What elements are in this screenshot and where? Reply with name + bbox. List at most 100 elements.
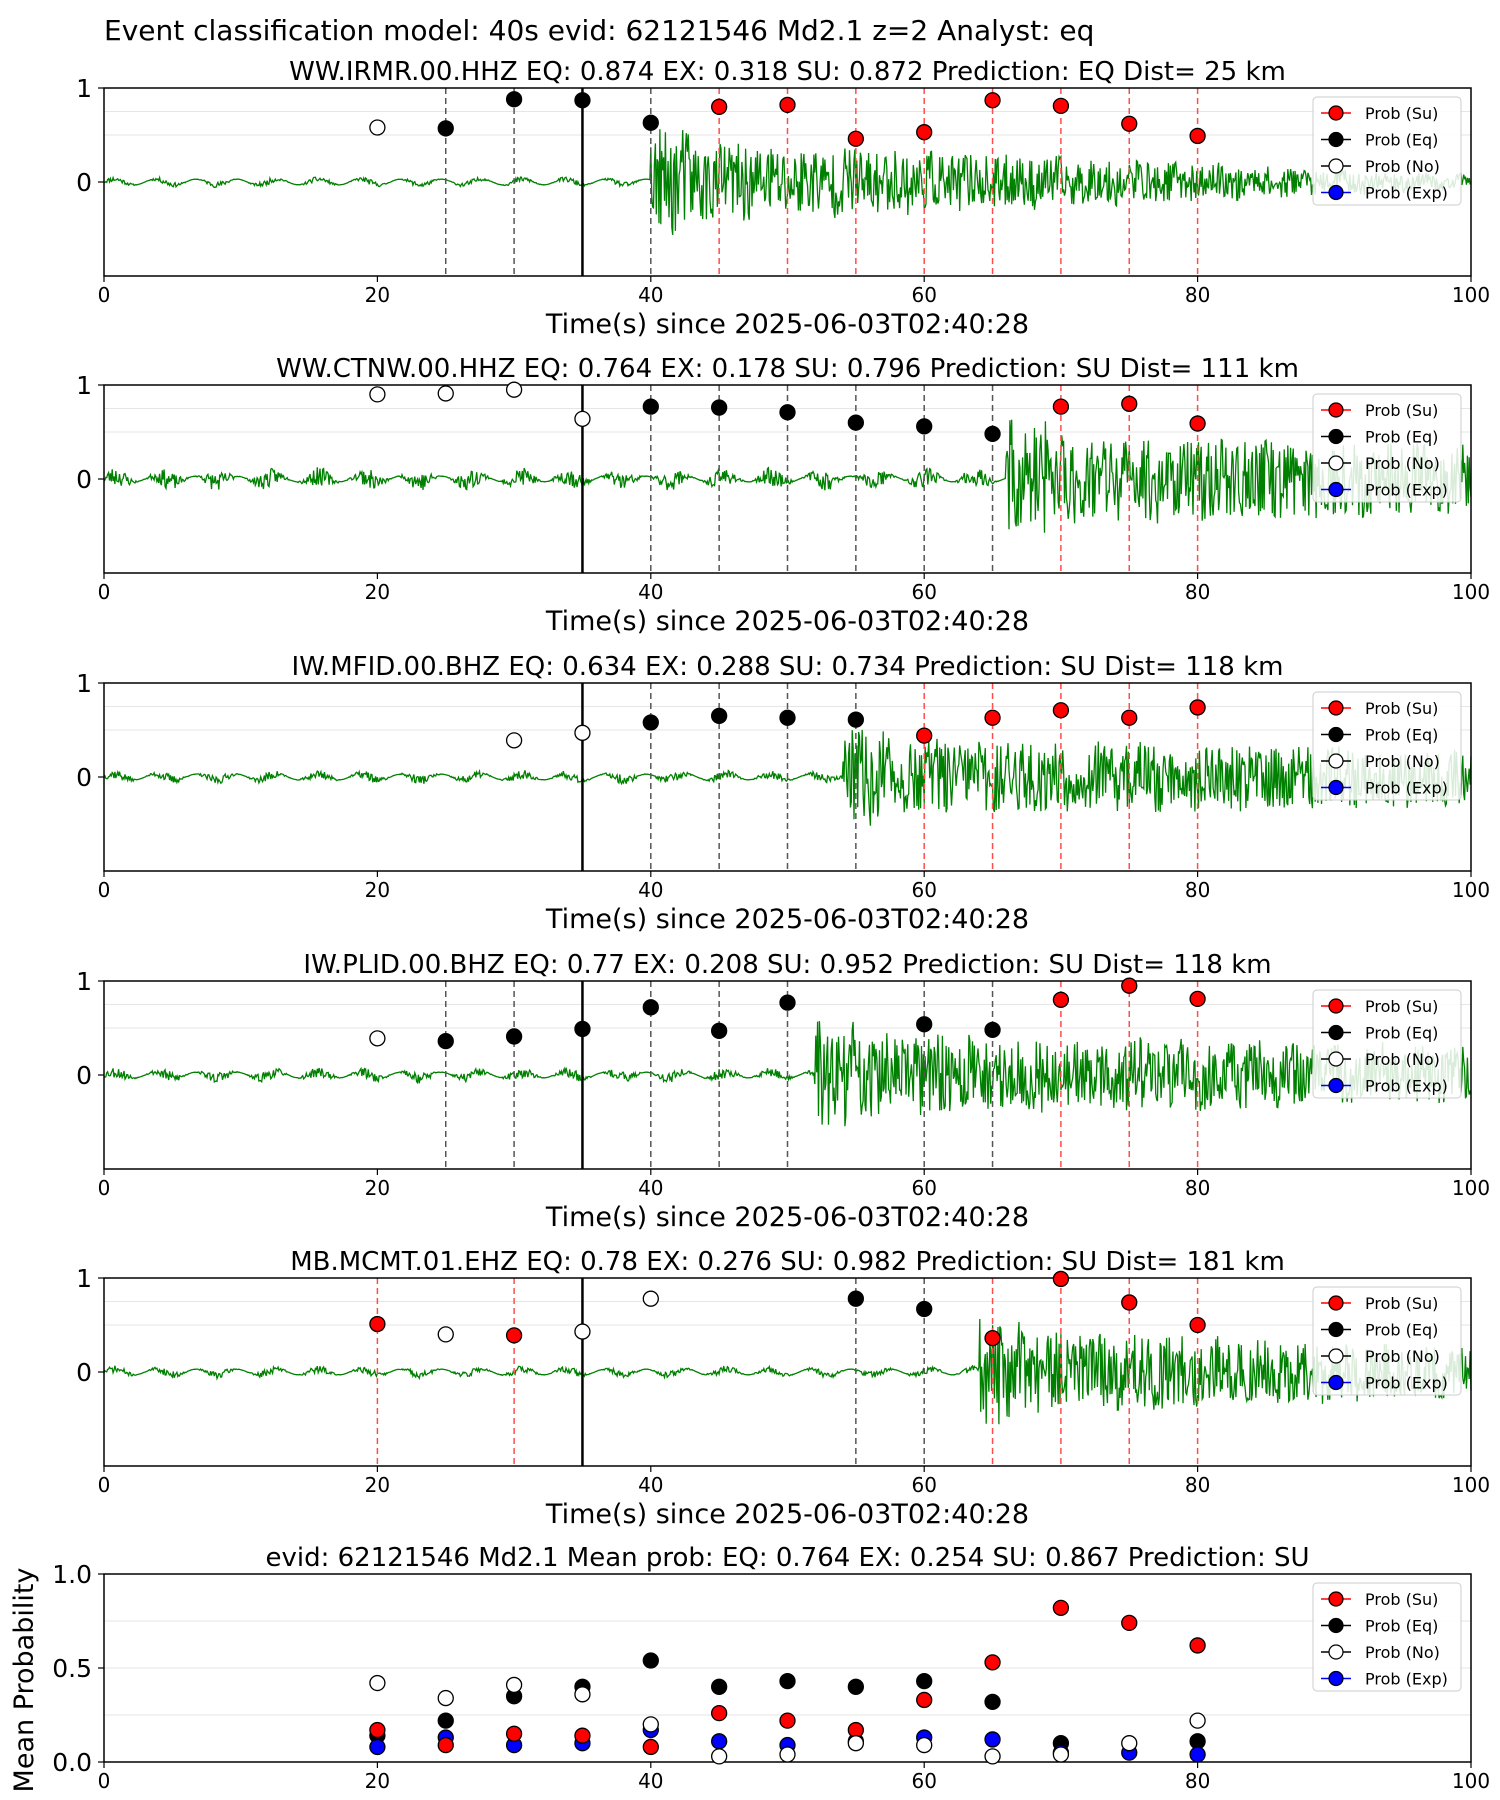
series-prob-no- <box>369 1674 1206 1765</box>
x-tick-label: 40 <box>638 878 663 902</box>
series-prob-no- <box>505 724 591 749</box>
prob-marker <box>642 114 659 131</box>
legend-label: Prob (No) <box>1365 1050 1440 1069</box>
prob-marker <box>984 425 1001 443</box>
legend-marker <box>1328 1321 1344 1338</box>
x-tick-label: 20 <box>365 1473 390 1497</box>
x-tick-label: 0 <box>98 580 111 604</box>
legend-label: Prob (Eq) <box>1365 131 1438 150</box>
prob-marker <box>369 1030 386 1047</box>
y-tick-label: 0 <box>76 763 92 792</box>
prob-marker <box>437 1689 454 1707</box>
y-tick-label: 1 <box>76 74 92 103</box>
chart-panel-4: IW.PLID.00.BHZ EQ: 0.77 EX: 0.208 SU: 0.… <box>76 950 1490 1233</box>
waveform-trace <box>103 1318 1472 1425</box>
y-tick-label: 0 <box>76 1358 92 1387</box>
y-tick-label: 1 <box>76 371 92 400</box>
legend-marker <box>1328 481 1344 498</box>
prob-marker <box>916 1736 933 1754</box>
panel-title: evid: 62121546 Md2.1 Mean prob: EQ: 0.76… <box>266 1543 1310 1573</box>
prob-marker <box>1189 1637 1206 1654</box>
legend: Prob (Su) Prob (Eq) Prob (No) Prob (Exp) <box>1312 1582 1462 1692</box>
x-tick-label: 20 <box>365 1176 390 1200</box>
legend-label: Prob (No) <box>1365 1347 1440 1366</box>
series-prob-su- <box>369 1270 1206 1347</box>
prob-marker <box>779 96 796 114</box>
prob-marker <box>369 1721 386 1739</box>
prob-marker <box>847 1735 864 1752</box>
prob-marker <box>642 714 659 731</box>
y-tick-label: 0.5 <box>52 1654 92 1683</box>
legend-marker <box>1328 700 1344 716</box>
y-tick-label: 0 <box>76 168 92 197</box>
prob-marker <box>505 732 523 749</box>
y-tick-label: 0 <box>76 465 92 494</box>
prob-marker <box>711 399 728 416</box>
legend-marker <box>1328 1644 1344 1660</box>
x-tick-label: 0 <box>98 1769 111 1793</box>
prob-marker <box>984 1021 1001 1039</box>
y-axis-label: Mean Probability <box>9 1568 40 1793</box>
x-axis-label: Time(s) since 2025-06-03T02:40:28 <box>545 309 1029 340</box>
prob-marker <box>779 1746 796 1763</box>
panel-title: WW.CTNW.00.HHZ EQ: 0.764 EX: 0.178 SU: 0… <box>276 354 1299 384</box>
x-tick-label: 40 <box>638 1176 663 1200</box>
chart-panel-5: MB.MCMT.01.EHZ EQ: 0.78 EX: 0.276 SU: 0.… <box>76 1247 1490 1530</box>
x-tick-label: 80 <box>1185 878 1210 902</box>
prob-marker <box>711 1748 728 1765</box>
x-tick-label: 100 <box>1452 1769 1490 1793</box>
legend: Prob (Su) Prob (Eq) Prob (No) Prob (Exp) <box>1312 989 1462 1099</box>
legend-box <box>1312 393 1462 503</box>
x-tick-label: 60 <box>911 283 936 307</box>
legend-label: Prob (Su) <box>1365 699 1438 718</box>
prob-marker <box>574 1020 591 1038</box>
legend-marker <box>1328 1024 1344 1041</box>
legend: Prob (Su) Prob (Eq) Prob (No) Prob (Exp) <box>1312 393 1462 503</box>
prob-marker <box>642 999 659 1016</box>
prob-marker <box>711 1704 728 1722</box>
prob-marker <box>1189 1746 1206 1763</box>
legend-label: Prob (Eq) <box>1365 1321 1438 1340</box>
legend-marker <box>1328 158 1344 174</box>
waveform-trace <box>103 729 1472 826</box>
series-prob-su- <box>1052 977 1206 1008</box>
prob-marker <box>916 418 933 435</box>
x-tick-label: 80 <box>1185 580 1210 604</box>
legend-label: Prob (Eq) <box>1365 1617 1438 1636</box>
legend-marker <box>1328 779 1344 796</box>
y-tick-label: 1 <box>76 1264 92 1293</box>
prob-marker <box>1189 415 1206 432</box>
series-prob-eq- <box>642 398 1001 443</box>
waveform-trace <box>103 419 1472 533</box>
legend-marker <box>1328 1295 1344 1311</box>
panel-title: MB.MCMT.01.EHZ EQ: 0.78 EX: 0.276 SU: 0.… <box>290 1247 1285 1277</box>
prob-marker <box>1189 1316 1206 1334</box>
panel-title: IW.PLID.00.BHZ EQ: 0.77 EX: 0.208 SU: 0.… <box>303 950 1271 980</box>
chart-panel-6: evid: 62121546 Md2.1 Mean prob: EQ: 0.76… <box>9 1543 1490 1793</box>
series-prob-eq- <box>437 994 1001 1050</box>
series-prob-su- <box>916 699 1206 744</box>
prob-marker <box>1121 709 1138 726</box>
prob-marker <box>1189 1712 1206 1729</box>
prob-marker <box>505 91 523 108</box>
legend-marker <box>1328 131 1344 148</box>
prob-marker <box>847 711 864 728</box>
prob-marker <box>574 1686 591 1703</box>
prob-marker <box>984 709 1001 726</box>
prob-marker <box>505 1725 523 1742</box>
x-axis-label: Time(s) since 2025-06-03T02:40:28 <box>545 1499 1029 1530</box>
prob-marker <box>1189 699 1206 716</box>
x-tick-label: 0 <box>98 1473 111 1497</box>
legend-label: Prob (Exp) <box>1365 481 1448 500</box>
prob-marker <box>711 707 728 725</box>
legend-label: Prob (Eq) <box>1365 726 1438 745</box>
legend-label: Prob (Exp) <box>1365 779 1448 798</box>
x-tick-label: 0 <box>98 283 111 307</box>
prob-marker <box>711 1022 728 1039</box>
legend-box <box>1312 1582 1462 1692</box>
series-prob-no- <box>369 119 386 136</box>
prob-marker <box>369 386 386 403</box>
prob-marker <box>779 1673 796 1690</box>
legend-marker <box>1328 428 1344 445</box>
legend-label: Prob (Eq) <box>1365 428 1438 447</box>
